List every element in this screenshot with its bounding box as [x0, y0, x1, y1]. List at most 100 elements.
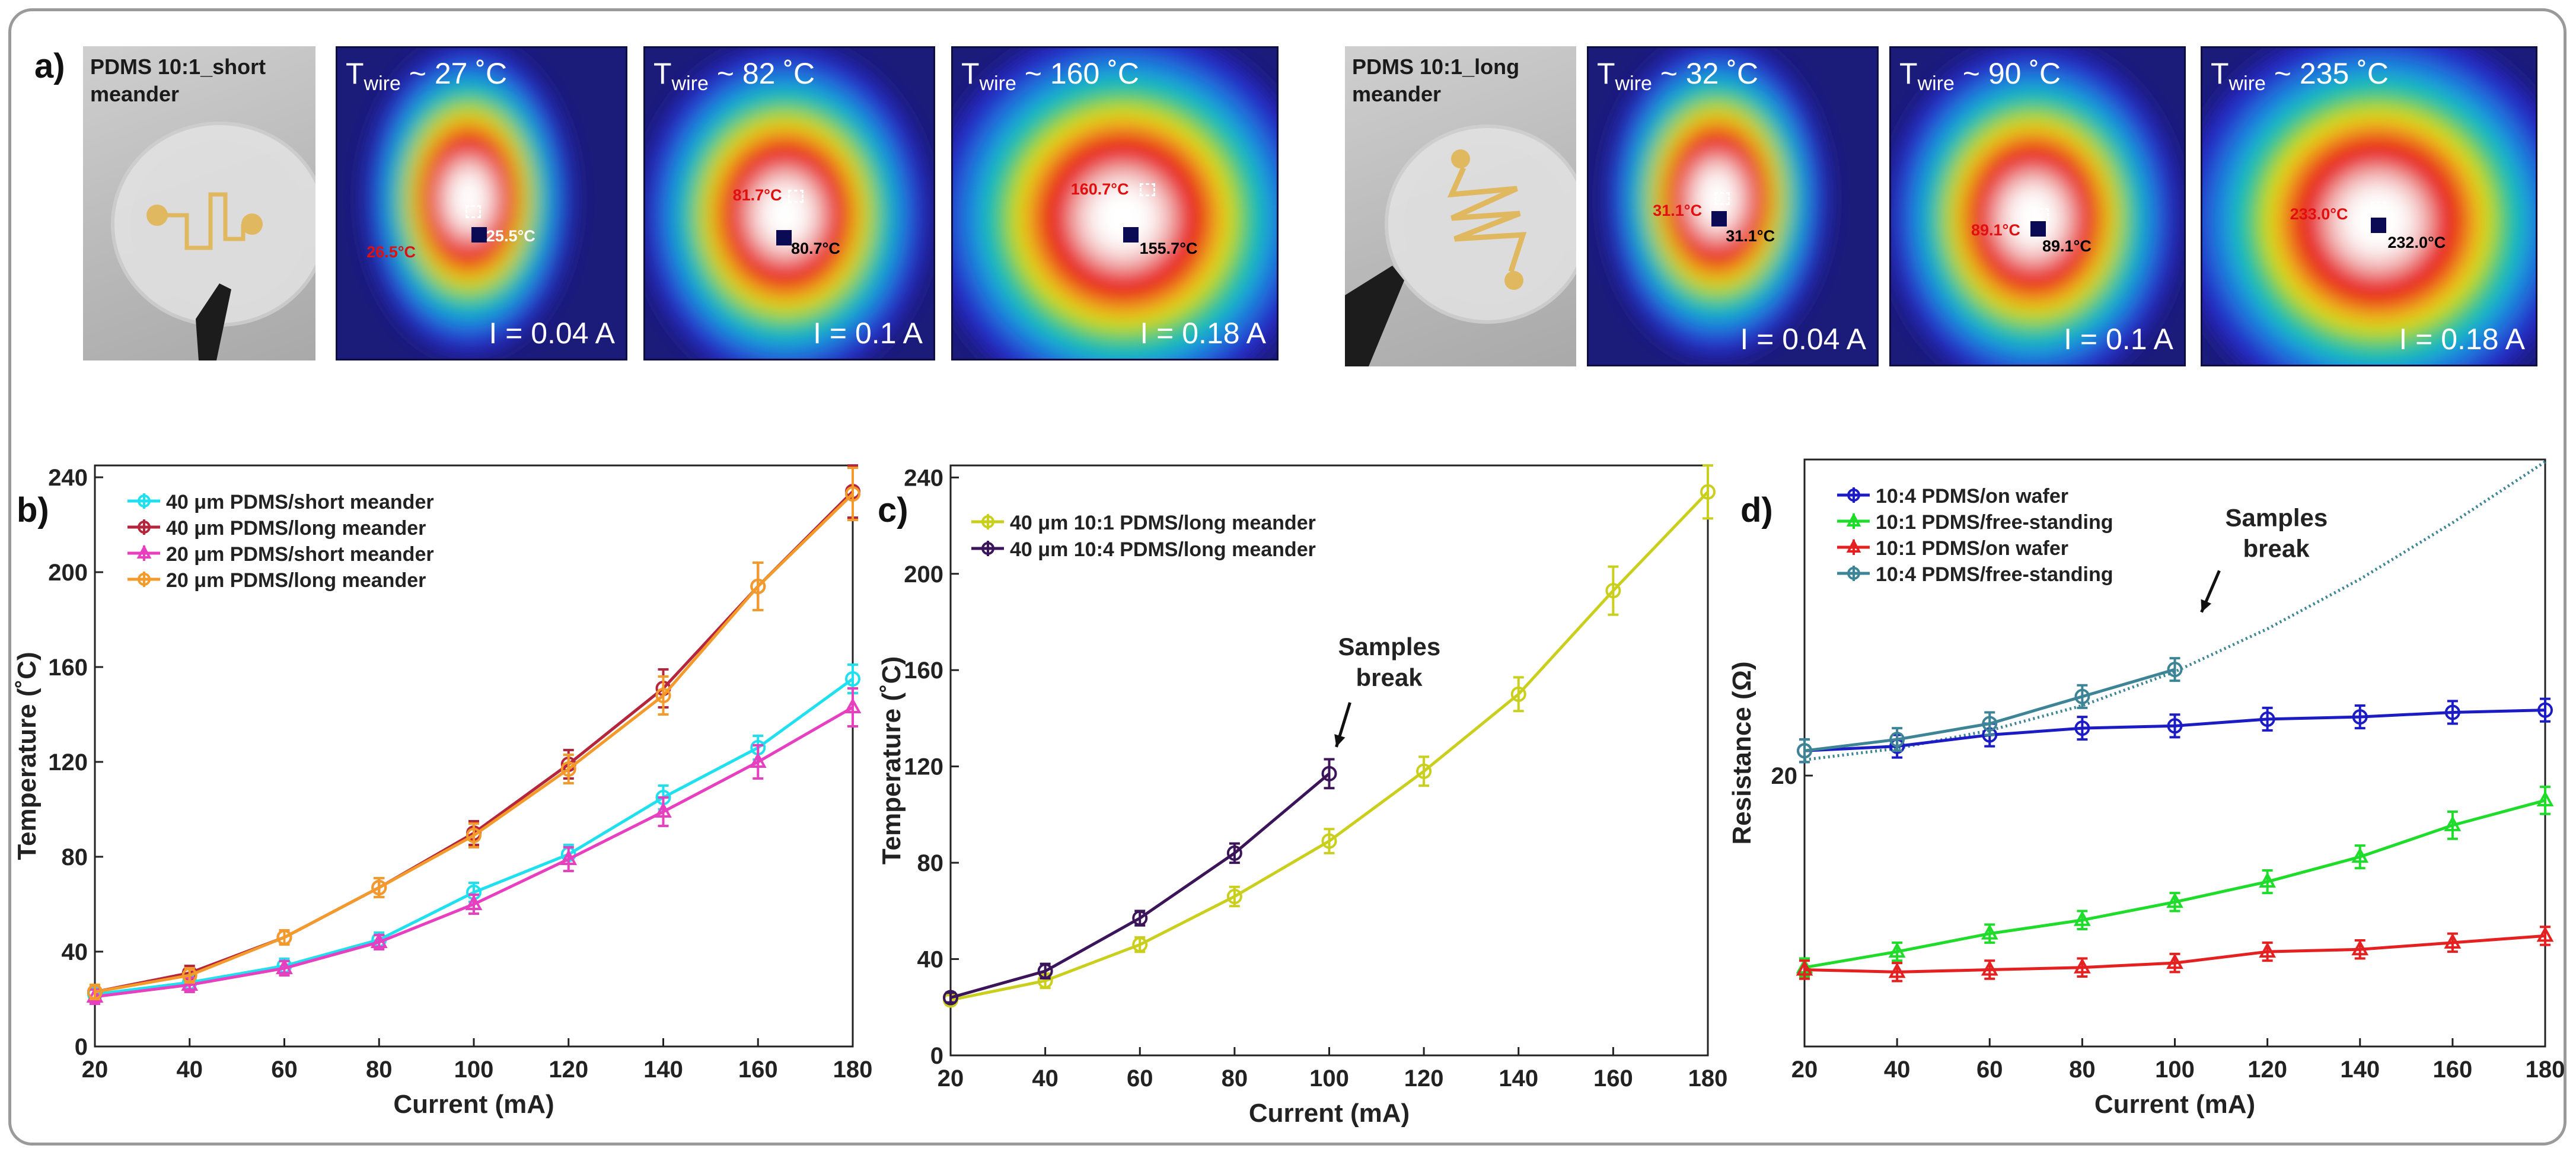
thermal-image-1: Twire ~ 27 ˚C I = 0.04 A 26.5°C 25.5°C	[336, 46, 627, 360]
y-tick-label: 40	[62, 939, 88, 965]
data-point	[1888, 942, 1906, 958]
wire-temperature-label: Twire ~ 82 ˚C	[653, 57, 815, 95]
series-line	[950, 772, 1331, 999]
legend-label: 40 μm 10:4 PDMS/long meander	[1010, 538, 1316, 561]
y-tick-label: 40	[917, 947, 944, 973]
thermal-image-4: Twire ~ 32 ˚C I = 0.04 A 31.1°C 31.1°C	[1587, 46, 1879, 366]
photo-long-meander: PDMS 10:1_long meander	[1345, 46, 1576, 366]
figure-frame	[8, 8, 2567, 1146]
wire-temperature-label: Twire ~ 235 ˚C	[2211, 57, 2389, 95]
crosshair-temperature-label: 25.5°C	[486, 227, 535, 245]
crosshair-temperature-label: 31.1°C	[1726, 227, 1775, 245]
y-axis-label: Temperature (˚C)	[877, 656, 906, 864]
panel-label-a: a)	[34, 47, 65, 85]
legend-label: 40 μm PDMS/long meander	[166, 517, 426, 540]
data-point	[1700, 484, 1716, 500]
data-point	[750, 579, 766, 594]
legend-label: 10:1 PDMS/free-standing	[1876, 511, 2113, 534]
data-point	[1321, 765, 1337, 781]
legend-label: 10:4 PDMS/on wafer	[1876, 485, 2068, 508]
crosshair-temperature-label: 155.7°C	[1139, 240, 1198, 258]
data-point	[1981, 960, 1998, 976]
current-label: I = 0.04 A	[1740, 323, 1866, 356]
data-point	[749, 752, 767, 768]
thermal-image-2: Twire ~ 82 ˚C I = 0.1 A 81.7°C 80.7°C	[643, 46, 935, 360]
y-tick-label: 120	[904, 754, 943, 780]
wire-temperature-label: Twire ~ 32 ˚C	[1597, 57, 1759, 95]
photo-caption: PDMS 10:1_short meander	[90, 55, 266, 106]
photo-caption: PDMS 10:1_long meander	[1352, 55, 1520, 106]
data-point	[2536, 790, 2554, 806]
thermal-image-6: Twire ~ 235 ˚C I = 0.18 A 233.0°C 232.0°C	[2201, 46, 2537, 366]
x-axis-label: Current (mA)	[1249, 1099, 1410, 1128]
measurement-box	[2371, 202, 2386, 215]
legend-marker	[1847, 567, 1860, 580]
annotation-arrowhead	[1334, 734, 1346, 747]
x-tick-label: 60	[1127, 1065, 1153, 1092]
data-point	[1037, 963, 1053, 979]
x-tick-label: 60	[271, 1057, 298, 1083]
data-point	[276, 930, 292, 945]
x-tick-label: 160	[2433, 1057, 2473, 1083]
data-point	[560, 849, 578, 865]
data-point	[1132, 937, 1148, 953]
y-tick-label: 160	[48, 655, 88, 681]
y-tick-label: 160	[904, 658, 943, 684]
data-point	[1797, 743, 1812, 759]
data-point	[1226, 845, 1242, 861]
data-point	[2074, 688, 2090, 704]
data-point	[1796, 960, 1813, 976]
annotation-arrowhead	[2201, 599, 2212, 612]
series-line	[94, 493, 854, 994]
data-point	[2167, 662, 2183, 678]
heat-map	[1605, 48, 1829, 358]
data-point	[1321, 833, 1337, 849]
x-tick-label: 140	[1499, 1065, 1538, 1092]
x-tick-label: 140	[643, 1057, 683, 1083]
x-tick-label: 160	[738, 1057, 778, 1083]
data-point	[1416, 763, 1432, 779]
x-tick-label: 20	[1791, 1057, 1818, 1083]
data-point	[2536, 926, 2554, 942]
x-tick-label: 100	[2155, 1057, 2195, 1083]
y-tick-label: 80	[62, 844, 88, 870]
data-point	[2259, 711, 2275, 727]
crosshair-marker	[776, 230, 792, 246]
data-point	[1132, 910, 1148, 926]
data-point	[844, 697, 862, 713]
hotspot-temperature-label: 31.1°C	[1653, 202, 1703, 220]
crosshair-marker	[1123, 227, 1139, 243]
y-tick-label: 0	[930, 1043, 943, 1069]
data-point	[845, 671, 860, 687]
x-tick-label: 180	[1688, 1065, 1728, 1092]
thermal-image-5: Twire ~ 90 ˚C I = 0.1 A 89.1°C 89.1°C	[1889, 46, 2186, 366]
legend-marker	[136, 544, 152, 559]
x-tick-label: 40	[177, 1057, 203, 1083]
hotspot-temperature-label: 160.7°C	[1070, 180, 1129, 198]
x-tick-label: 100	[454, 1057, 494, 1083]
x-tick-label: 140	[2340, 1057, 2380, 1083]
measurement-box	[1139, 183, 1155, 196]
current-label: I = 0.1 A	[2064, 323, 2173, 356]
data-point	[1510, 686, 1526, 702]
panel-label-c: c)	[878, 491, 908, 529]
annotation-text: Samples	[1338, 633, 1441, 661]
x-tick-label: 120	[1404, 1065, 1444, 1092]
data-point	[1605, 583, 1621, 599]
data-point	[87, 984, 103, 1000]
data-point	[465, 894, 483, 910]
x-tick-label: 180	[2526, 1057, 2565, 1083]
photo-short-meander: PDMS 10:1_short meander	[83, 46, 315, 360]
hotspot-temperature-label: 26.5°C	[366, 243, 416, 261]
data-point	[655, 802, 672, 818]
crosshair-marker	[1711, 211, 1727, 227]
x-tick-label: 40	[1884, 1057, 1911, 1083]
y-axis-label: Resistance (Ω)	[1727, 661, 1756, 844]
x-axis-label: Current (mA)	[393, 1090, 554, 1119]
y-tick-label: 200	[904, 561, 943, 588]
x-tick-label: 80	[366, 1057, 393, 1083]
data-point	[371, 880, 387, 895]
data-point	[2073, 958, 2091, 974]
legend-label: 40 μm PDMS/short meander	[166, 491, 434, 513]
